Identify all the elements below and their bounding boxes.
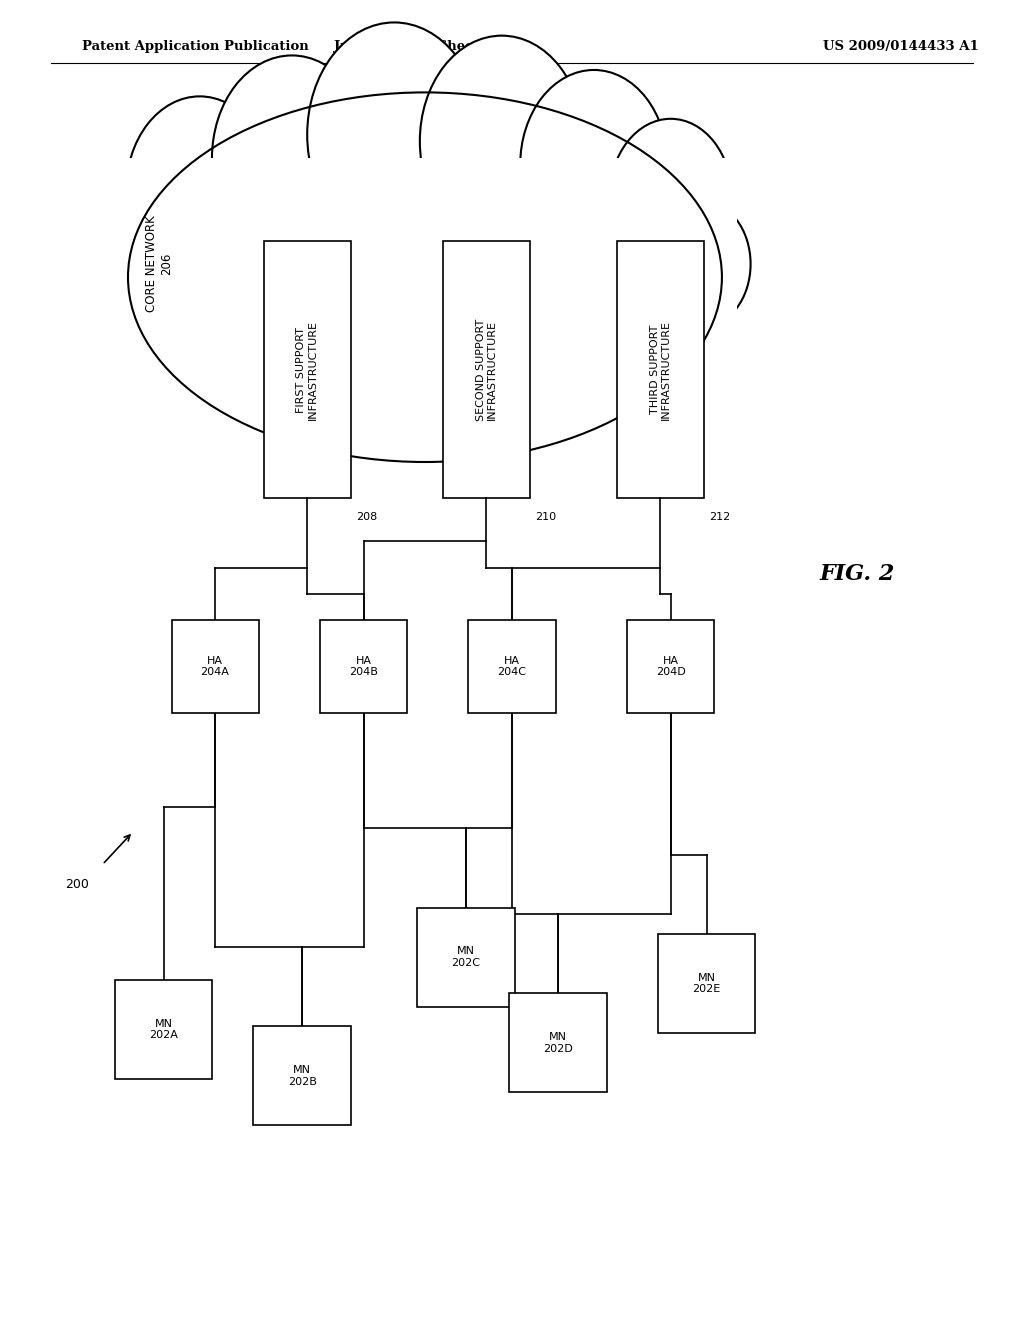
Text: CORE NETWORK
206: CORE NETWORK 206 <box>144 215 173 313</box>
Circle shape <box>652 201 751 327</box>
Circle shape <box>307 22 481 247</box>
Circle shape <box>95 195 202 333</box>
FancyBboxPatch shape <box>627 620 715 713</box>
Text: HA
204B: HA 204B <box>349 656 378 677</box>
Circle shape <box>420 36 584 247</box>
Text: MN
202B: MN 202B <box>288 1065 316 1086</box>
FancyBboxPatch shape <box>442 242 530 499</box>
Text: MN
202E: MN 202E <box>692 973 721 994</box>
Text: MN
202C: MN 202C <box>452 946 480 968</box>
FancyBboxPatch shape <box>171 620 258 713</box>
Text: MN
202A: MN 202A <box>150 1019 178 1040</box>
Text: HA
204A: HA 204A <box>201 656 229 677</box>
Text: 210: 210 <box>535 512 556 521</box>
FancyBboxPatch shape <box>115 979 213 1080</box>
Text: Patent Application Publication: Patent Application Publication <box>82 40 308 53</box>
FancyBboxPatch shape <box>510 993 606 1093</box>
Text: HA
204D: HA 204D <box>655 656 686 677</box>
FancyBboxPatch shape <box>264 242 350 499</box>
Text: 212: 212 <box>709 512 730 521</box>
FancyBboxPatch shape <box>616 242 705 499</box>
Text: 200: 200 <box>65 878 89 891</box>
FancyBboxPatch shape <box>319 620 408 713</box>
Ellipse shape <box>128 92 722 462</box>
FancyBboxPatch shape <box>418 908 515 1006</box>
FancyBboxPatch shape <box>254 1027 350 1125</box>
Circle shape <box>609 119 732 277</box>
Circle shape <box>520 70 668 260</box>
Text: MN
202D: MN 202D <box>543 1032 573 1053</box>
FancyBboxPatch shape <box>469 620 555 713</box>
Text: Jun. 4, 2009   Sheet 2 of 6: Jun. 4, 2009 Sheet 2 of 6 <box>334 40 526 53</box>
FancyBboxPatch shape <box>657 935 755 1032</box>
Text: THIRD SUPPORT
INFRASTRUCTURE: THIRD SUPPORT INFRASTRUCTURE <box>649 319 672 420</box>
Text: FIG. 2: FIG. 2 <box>819 564 895 585</box>
Text: FIRST SUPPORT
INFRASTRUCTURE: FIRST SUPPORT INFRASTRUCTURE <box>296 319 318 420</box>
Text: HA
204C: HA 204C <box>498 656 526 677</box>
Text: US 2009/0144433 A1: US 2009/0144433 A1 <box>823 40 979 53</box>
Circle shape <box>126 96 273 286</box>
Circle shape <box>212 55 372 261</box>
Text: SECOND SUPPORT
INFRASTRUCTURE: SECOND SUPPORT INFRASTRUCTURE <box>475 318 498 421</box>
Bar <box>92 158 737 488</box>
Text: 208: 208 <box>356 512 377 521</box>
